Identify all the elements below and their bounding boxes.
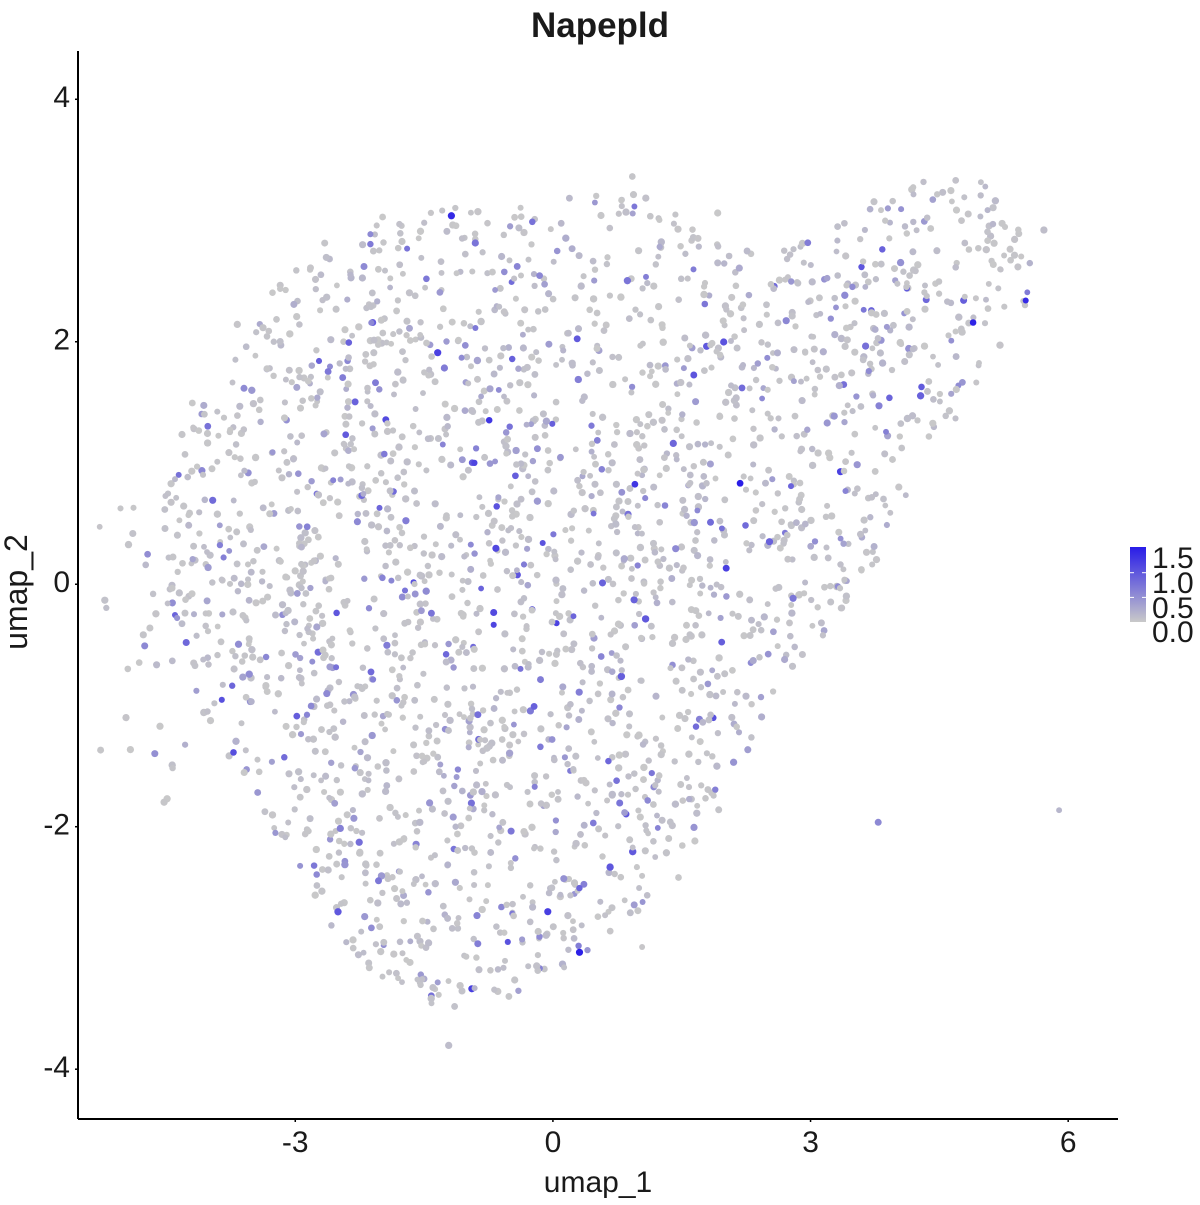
svg-text:-3: -3 [282,1126,309,1159]
svg-text:2: 2 [53,324,70,357]
svg-text:-4: -4 [43,1051,70,1084]
svg-text:4: 4 [53,81,70,114]
svg-text:0: 0 [545,1126,562,1159]
svg-text:-2: -2 [43,809,70,842]
svg-text:3: 3 [802,1126,819,1159]
svg-text:0: 0 [53,566,70,599]
svg-text:umap_1: umap_1 [544,1166,652,1199]
svg-text:0.0: 0.0 [1152,616,1194,649]
svg-text:6: 6 [1060,1126,1077,1159]
svg-text:umap_2: umap_2 [0,534,34,650]
